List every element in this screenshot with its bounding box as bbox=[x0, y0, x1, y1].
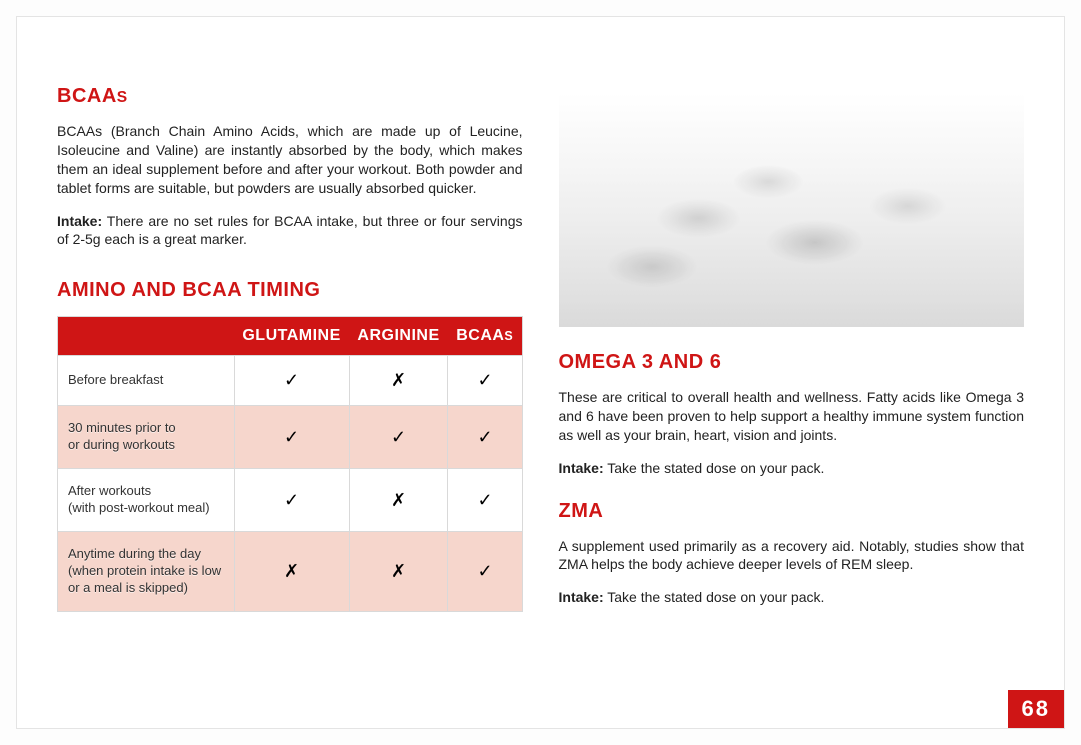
row-label: After workouts(with post-workout meal) bbox=[58, 469, 235, 532]
bcaas-intake-text: There are no set rules for BCAA intake, … bbox=[57, 213, 523, 248]
omega-intake-text: Take the stated dose on your pack. bbox=[604, 460, 825, 476]
zma-intake-label: Intake: bbox=[559, 589, 604, 605]
row-cell: ✓ bbox=[234, 469, 349, 532]
zma-body: A supplement used primarily as a recover… bbox=[559, 537, 1025, 575]
row-label: Anytime during the day(when protein inta… bbox=[58, 531, 235, 611]
table-row: Before breakfast✓✗✓ bbox=[58, 356, 523, 406]
row-cell: ✗ bbox=[349, 469, 448, 532]
timing-table-body: Before breakfast✓✗✓30 minutes prior toor… bbox=[58, 356, 523, 611]
timing-col-0 bbox=[58, 317, 235, 356]
bcaas-intake: Intake: There are no set rules for BCAA … bbox=[57, 212, 523, 250]
timing-col-3: BCAAS bbox=[448, 317, 522, 356]
row-cell: ✓ bbox=[448, 406, 522, 469]
content-columns: BCAAS BCAAs (Branch Chain Amino Acids, w… bbox=[17, 17, 1064, 661]
row-cell: ✗ bbox=[349, 531, 448, 611]
table-row: Anytime during the day(when protein inta… bbox=[58, 531, 523, 611]
bcaas-heading-main: BCAA bbox=[57, 85, 117, 107]
omega-intake-label: Intake: bbox=[559, 460, 604, 476]
row-cell: ✓ bbox=[234, 406, 349, 469]
timing-heading: AMINO AND BCAA TIMING bbox=[57, 279, 523, 302]
timing-col-2: ARGININE bbox=[349, 317, 448, 356]
timing-table-head: GLUTAMINE ARGININE BCAAS bbox=[58, 317, 523, 356]
row-cell: ✗ bbox=[349, 356, 448, 406]
row-cell: ✓ bbox=[448, 531, 522, 611]
left-column: BCAAS BCAAs (Branch Chain Amino Acids, w… bbox=[57, 85, 523, 621]
bcaas-heading: BCAAS bbox=[57, 85, 523, 108]
omega-body: These are critical to overall health and… bbox=[559, 388, 1025, 445]
page-frame: BCAAS BCAAs (Branch Chain Amino Acids, w… bbox=[16, 16, 1065, 729]
page-number: 68 bbox=[1008, 690, 1064, 728]
row-cell: ✓ bbox=[448, 469, 522, 532]
omega-capsules-image bbox=[559, 85, 1025, 327]
row-cell: ✓ bbox=[234, 356, 349, 406]
right-column: OMEGA 3 AND 6 These are critical to over… bbox=[559, 85, 1025, 621]
row-cell: ✓ bbox=[448, 356, 522, 406]
timing-col-1: GLUTAMINE bbox=[234, 317, 349, 356]
row-cell: ✗ bbox=[234, 531, 349, 611]
row-label: 30 minutes prior toor during workouts bbox=[58, 406, 235, 469]
omega-heading: OMEGA 3 AND 6 bbox=[559, 351, 1025, 374]
omega-intake: Intake: Take the stated dose on your pac… bbox=[559, 459, 1025, 478]
table-row: After workouts(with post-workout meal)✓✗… bbox=[58, 469, 523, 532]
zma-heading: ZMA bbox=[559, 500, 1025, 523]
bcaas-intake-label: Intake: bbox=[57, 213, 102, 229]
bcaas-body: BCAAs (Branch Chain Amino Acids, which a… bbox=[57, 122, 523, 198]
row-cell: ✓ bbox=[349, 406, 448, 469]
bcaas-heading-suffix: S bbox=[117, 89, 128, 106]
row-label: Before breakfast bbox=[58, 356, 235, 406]
zma-intake-text: Take the stated dose on your pack. bbox=[604, 589, 825, 605]
timing-table: GLUTAMINE ARGININE BCAAS Before breakfas… bbox=[57, 316, 523, 611]
table-row: 30 minutes prior toor during workouts✓✓✓ bbox=[58, 406, 523, 469]
zma-intake: Intake: Take the stated dose on your pac… bbox=[559, 588, 1025, 607]
